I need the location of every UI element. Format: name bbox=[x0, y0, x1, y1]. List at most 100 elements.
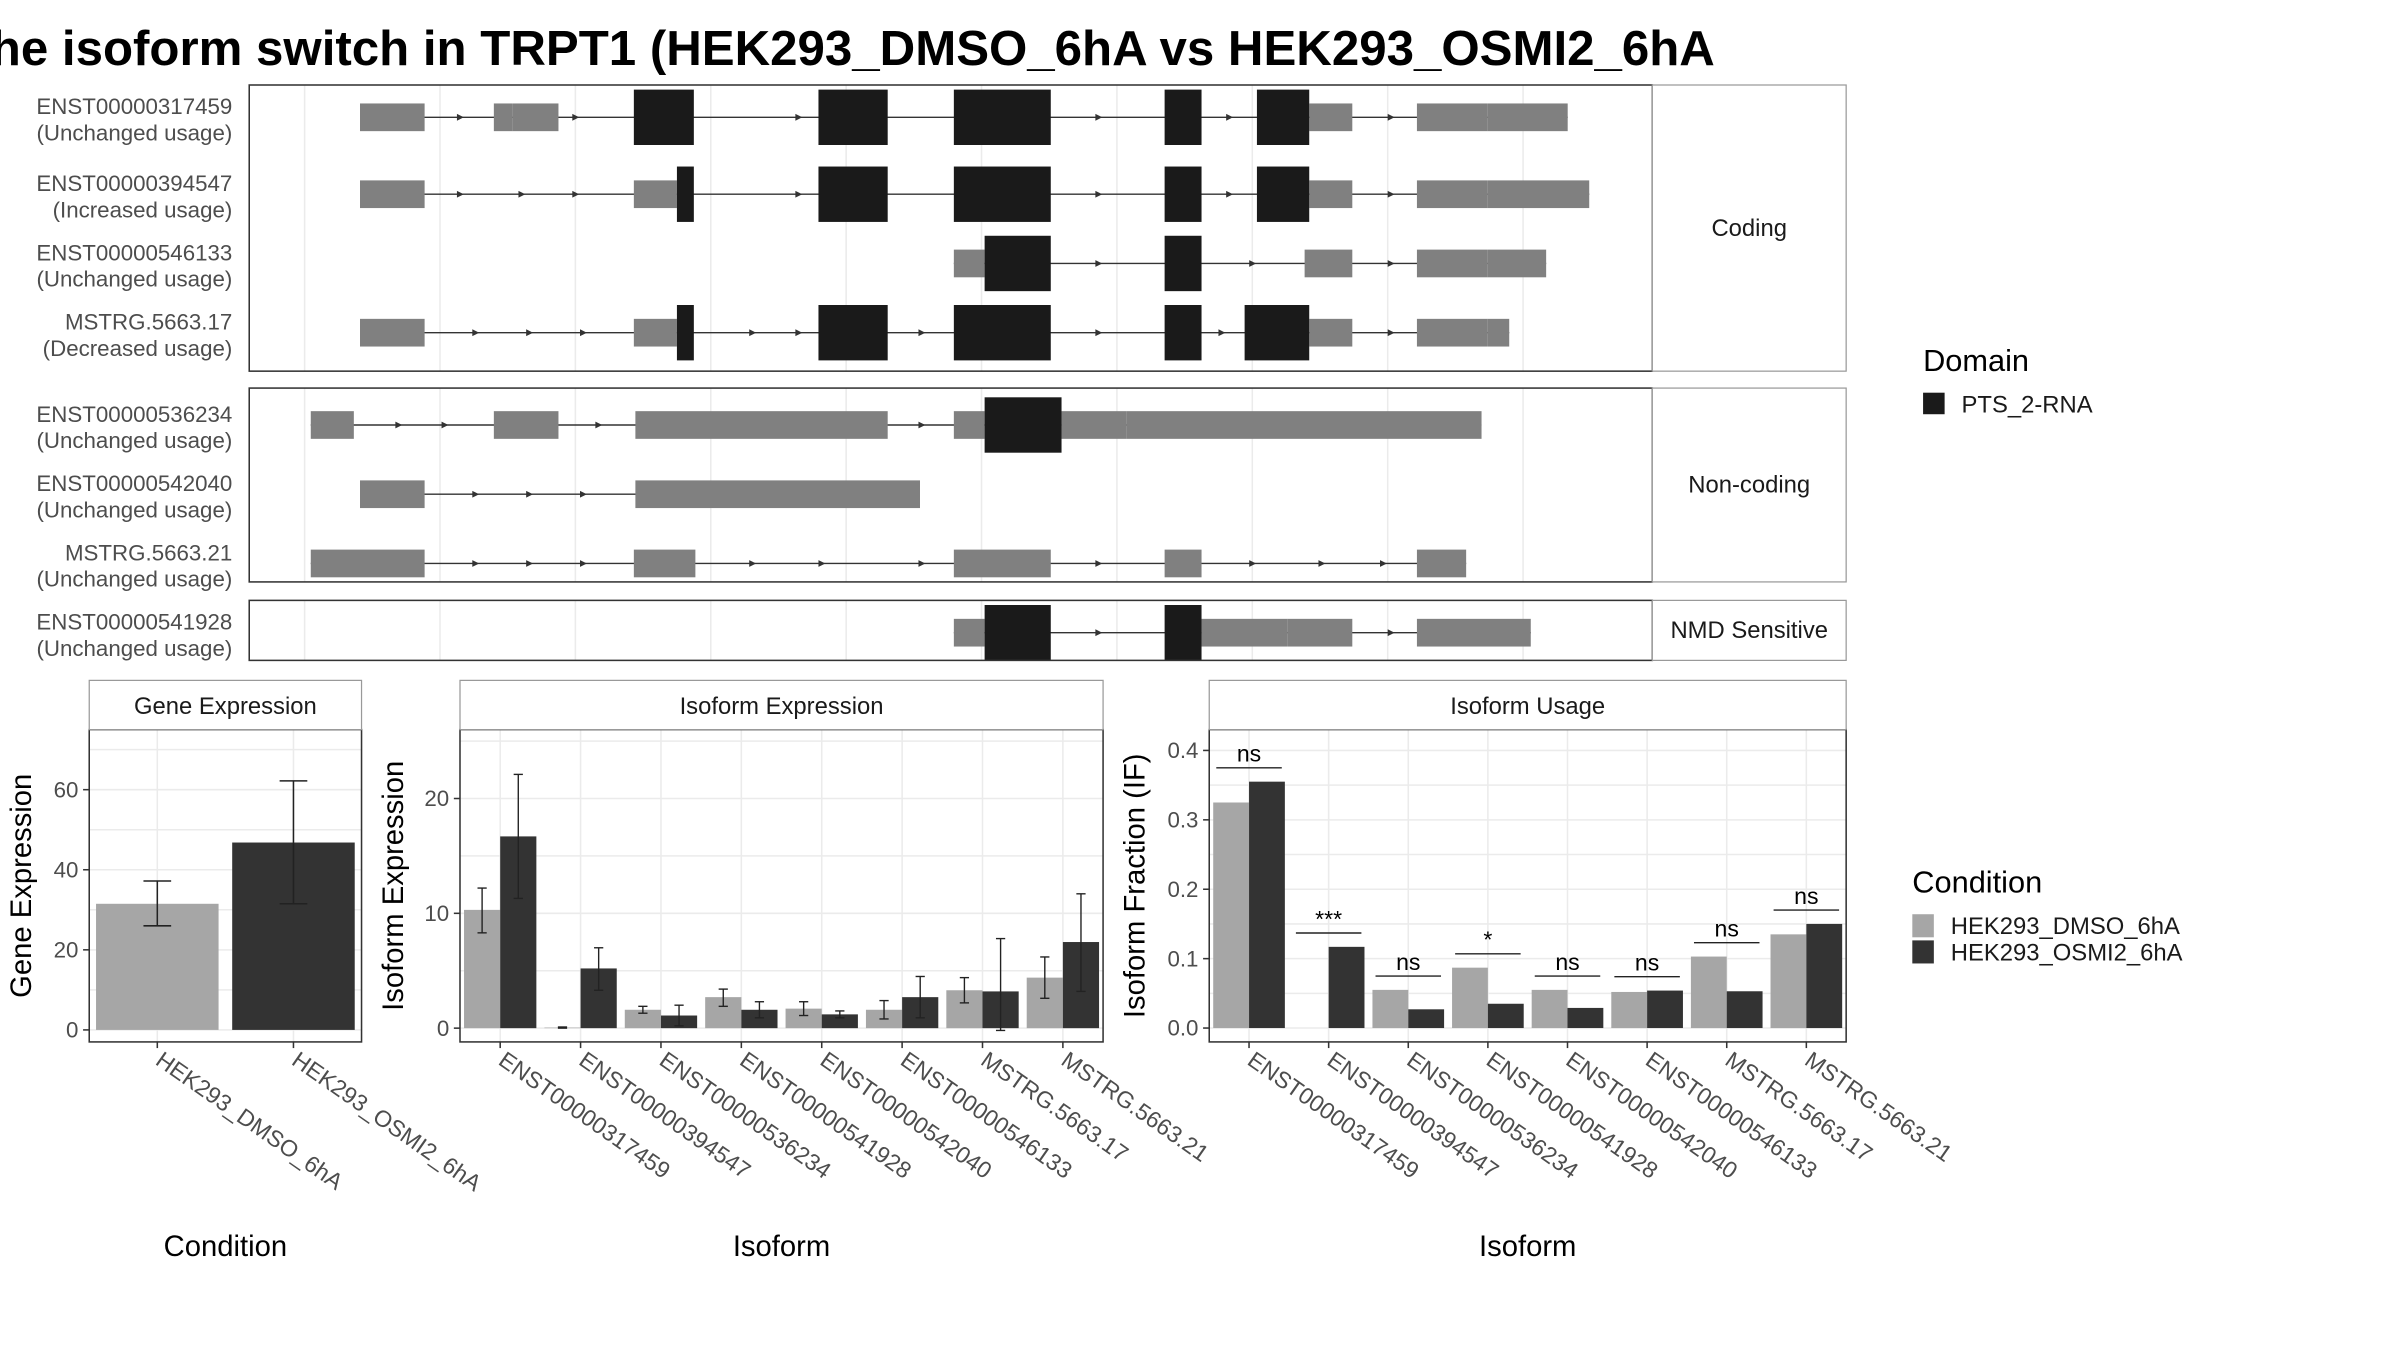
cds-exon bbox=[1256, 166, 1310, 222]
intron-arrow bbox=[918, 421, 926, 429]
intron-arrow bbox=[1387, 629, 1395, 637]
utr-exon bbox=[953, 411, 985, 439]
utr-exon bbox=[633, 549, 696, 578]
utr-exon bbox=[310, 549, 425, 578]
group-strip-label: Coding bbox=[1711, 215, 1787, 242]
isoform-label-usage: (Unchanged usage) bbox=[36, 120, 232, 145]
structure-group-nmd-sensitive: ENST00000541928(Unchanged usage) NMD Sens… bbox=[36, 599, 1847, 662]
utr-exon bbox=[1287, 618, 1353, 647]
bar bbox=[1213, 802, 1250, 1029]
intron-arrow bbox=[1249, 260, 1257, 267]
utr-exon bbox=[1416, 618, 1531, 647]
chart-isoform-expression: Isoform Expression01020ENST00000317459EN… bbox=[378, 679, 1214, 1263]
domain-legend-title: Domain bbox=[1923, 343, 2029, 378]
isoform-label-id: ENST00000546133 bbox=[36, 240, 232, 265]
isoform-label-usage: (Unchanged usage) bbox=[36, 567, 232, 592]
x-tick-label: MSTRG.5663.21 bbox=[1800, 1046, 1957, 1167]
cds-exon bbox=[953, 89, 1051, 145]
intron-arrow bbox=[580, 490, 587, 498]
bar bbox=[1770, 934, 1807, 1029]
y-tick-label: 0 bbox=[66, 1018, 78, 1043]
y-axis-label: Gene Expression bbox=[6, 774, 38, 998]
isoform-label-id: MSTRG.5663.21 bbox=[65, 540, 232, 565]
utr-exon bbox=[360, 318, 425, 347]
cds-exon bbox=[1164, 235, 1202, 292]
y-axis-label: Isoform Fraction (IF) bbox=[1120, 753, 1152, 1018]
isoform-structures-panel: ENST00000317459(Unchanged usage)ENST0000… bbox=[36, 84, 1847, 662]
cds-exon bbox=[1164, 89, 1202, 145]
y-axis-label: Isoform Expression bbox=[378, 761, 410, 1011]
domain-legend-key bbox=[1923, 392, 1945, 415]
facet-strip bbox=[459, 679, 1104, 731]
utr-exon bbox=[512, 103, 559, 132]
y-tick-label: 60 bbox=[54, 777, 79, 802]
intron-arrow bbox=[1387, 329, 1395, 337]
utr-exon bbox=[1309, 318, 1353, 347]
utr-exon bbox=[953, 618, 985, 647]
domain-legend-label: PTS_2-RNA bbox=[1962, 392, 2093, 419]
utr-exon bbox=[1304, 249, 1353, 278]
utr-exon bbox=[1487, 180, 1590, 209]
chart-title: Isoform Usage bbox=[1450, 693, 1605, 720]
intron-arrow bbox=[595, 421, 603, 429]
significance-label: ns bbox=[1396, 949, 1420, 975]
intron-arrow bbox=[1387, 113, 1395, 121]
condition-legend-title: Condition bbox=[1912, 865, 2042, 900]
utr-exon bbox=[953, 549, 1051, 578]
cds-exon bbox=[1164, 166, 1202, 222]
utr-exon bbox=[1487, 103, 1568, 132]
isoform-label-id: ENST00000394547 bbox=[36, 171, 232, 196]
bar bbox=[624, 1009, 661, 1029]
intron-arrow bbox=[1218, 329, 1226, 337]
cds-exon bbox=[1244, 305, 1310, 361]
intron-arrow bbox=[1226, 113, 1234, 121]
utr-exon bbox=[1416, 318, 1488, 347]
significance-label: ns bbox=[1794, 883, 1818, 909]
facet-strip bbox=[1208, 679, 1847, 731]
cds-exon bbox=[1256, 89, 1310, 145]
utr-exon bbox=[493, 103, 513, 132]
utr-exon bbox=[1416, 103, 1488, 132]
isoform-label-id: MSTRG.5663.17 bbox=[65, 310, 232, 335]
utr-exon bbox=[1309, 103, 1353, 132]
intron-arrow bbox=[1249, 560, 1257, 567]
cds-exon bbox=[984, 605, 1051, 661]
intron-arrow bbox=[518, 190, 526, 198]
intron-arrow bbox=[472, 329, 480, 337]
intron-arrow bbox=[1095, 629, 1103, 637]
bar bbox=[785, 1008, 822, 1029]
cds-exon bbox=[676, 305, 694, 361]
cds-exon bbox=[953, 305, 1051, 361]
x-tick-label: MSTRG.5663.21 bbox=[1057, 1046, 1214, 1167]
y-tick-label: 20 bbox=[54, 938, 79, 963]
intron-arrow bbox=[1318, 560, 1326, 567]
x-axis-label: Condition bbox=[164, 1231, 287, 1263]
intron-arrow bbox=[526, 329, 534, 337]
bar bbox=[1726, 991, 1763, 1029]
bar bbox=[1487, 1003, 1524, 1029]
utr-exon bbox=[493, 411, 559, 439]
group-strip bbox=[1651, 84, 1847, 372]
cds-exon bbox=[818, 305, 888, 361]
significance-label: *** bbox=[1315, 906, 1342, 932]
legends: Domain PTS_2-RNA Condition HEK293_DMSO_6hAH… bbox=[1912, 343, 2183, 966]
cds-exon bbox=[633, 89, 694, 145]
facet-strip bbox=[88, 679, 363, 731]
intron-arrow bbox=[472, 490, 480, 498]
significance-label: ns bbox=[1635, 950, 1659, 976]
intron-arrow bbox=[1387, 190, 1395, 198]
intron-arrow bbox=[1095, 113, 1103, 121]
group-strip bbox=[1651, 599, 1847, 661]
chart-title: Isoform Expression bbox=[680, 693, 884, 720]
bar bbox=[1372, 989, 1409, 1029]
utr-exon bbox=[360, 180, 425, 209]
structure-group-non-coding: ENST00000536234(Unchanged usage)ENST0000… bbox=[36, 387, 1847, 592]
bar bbox=[1806, 923, 1843, 1029]
intron-arrow bbox=[1387, 260, 1395, 267]
y-tick-label: 0 bbox=[437, 1016, 449, 1041]
y-tick-label: 40 bbox=[54, 857, 79, 882]
utr-exon bbox=[360, 103, 425, 132]
utr-exon bbox=[1416, 180, 1488, 209]
y-tick-label: 0.3 bbox=[1167, 808, 1198, 833]
